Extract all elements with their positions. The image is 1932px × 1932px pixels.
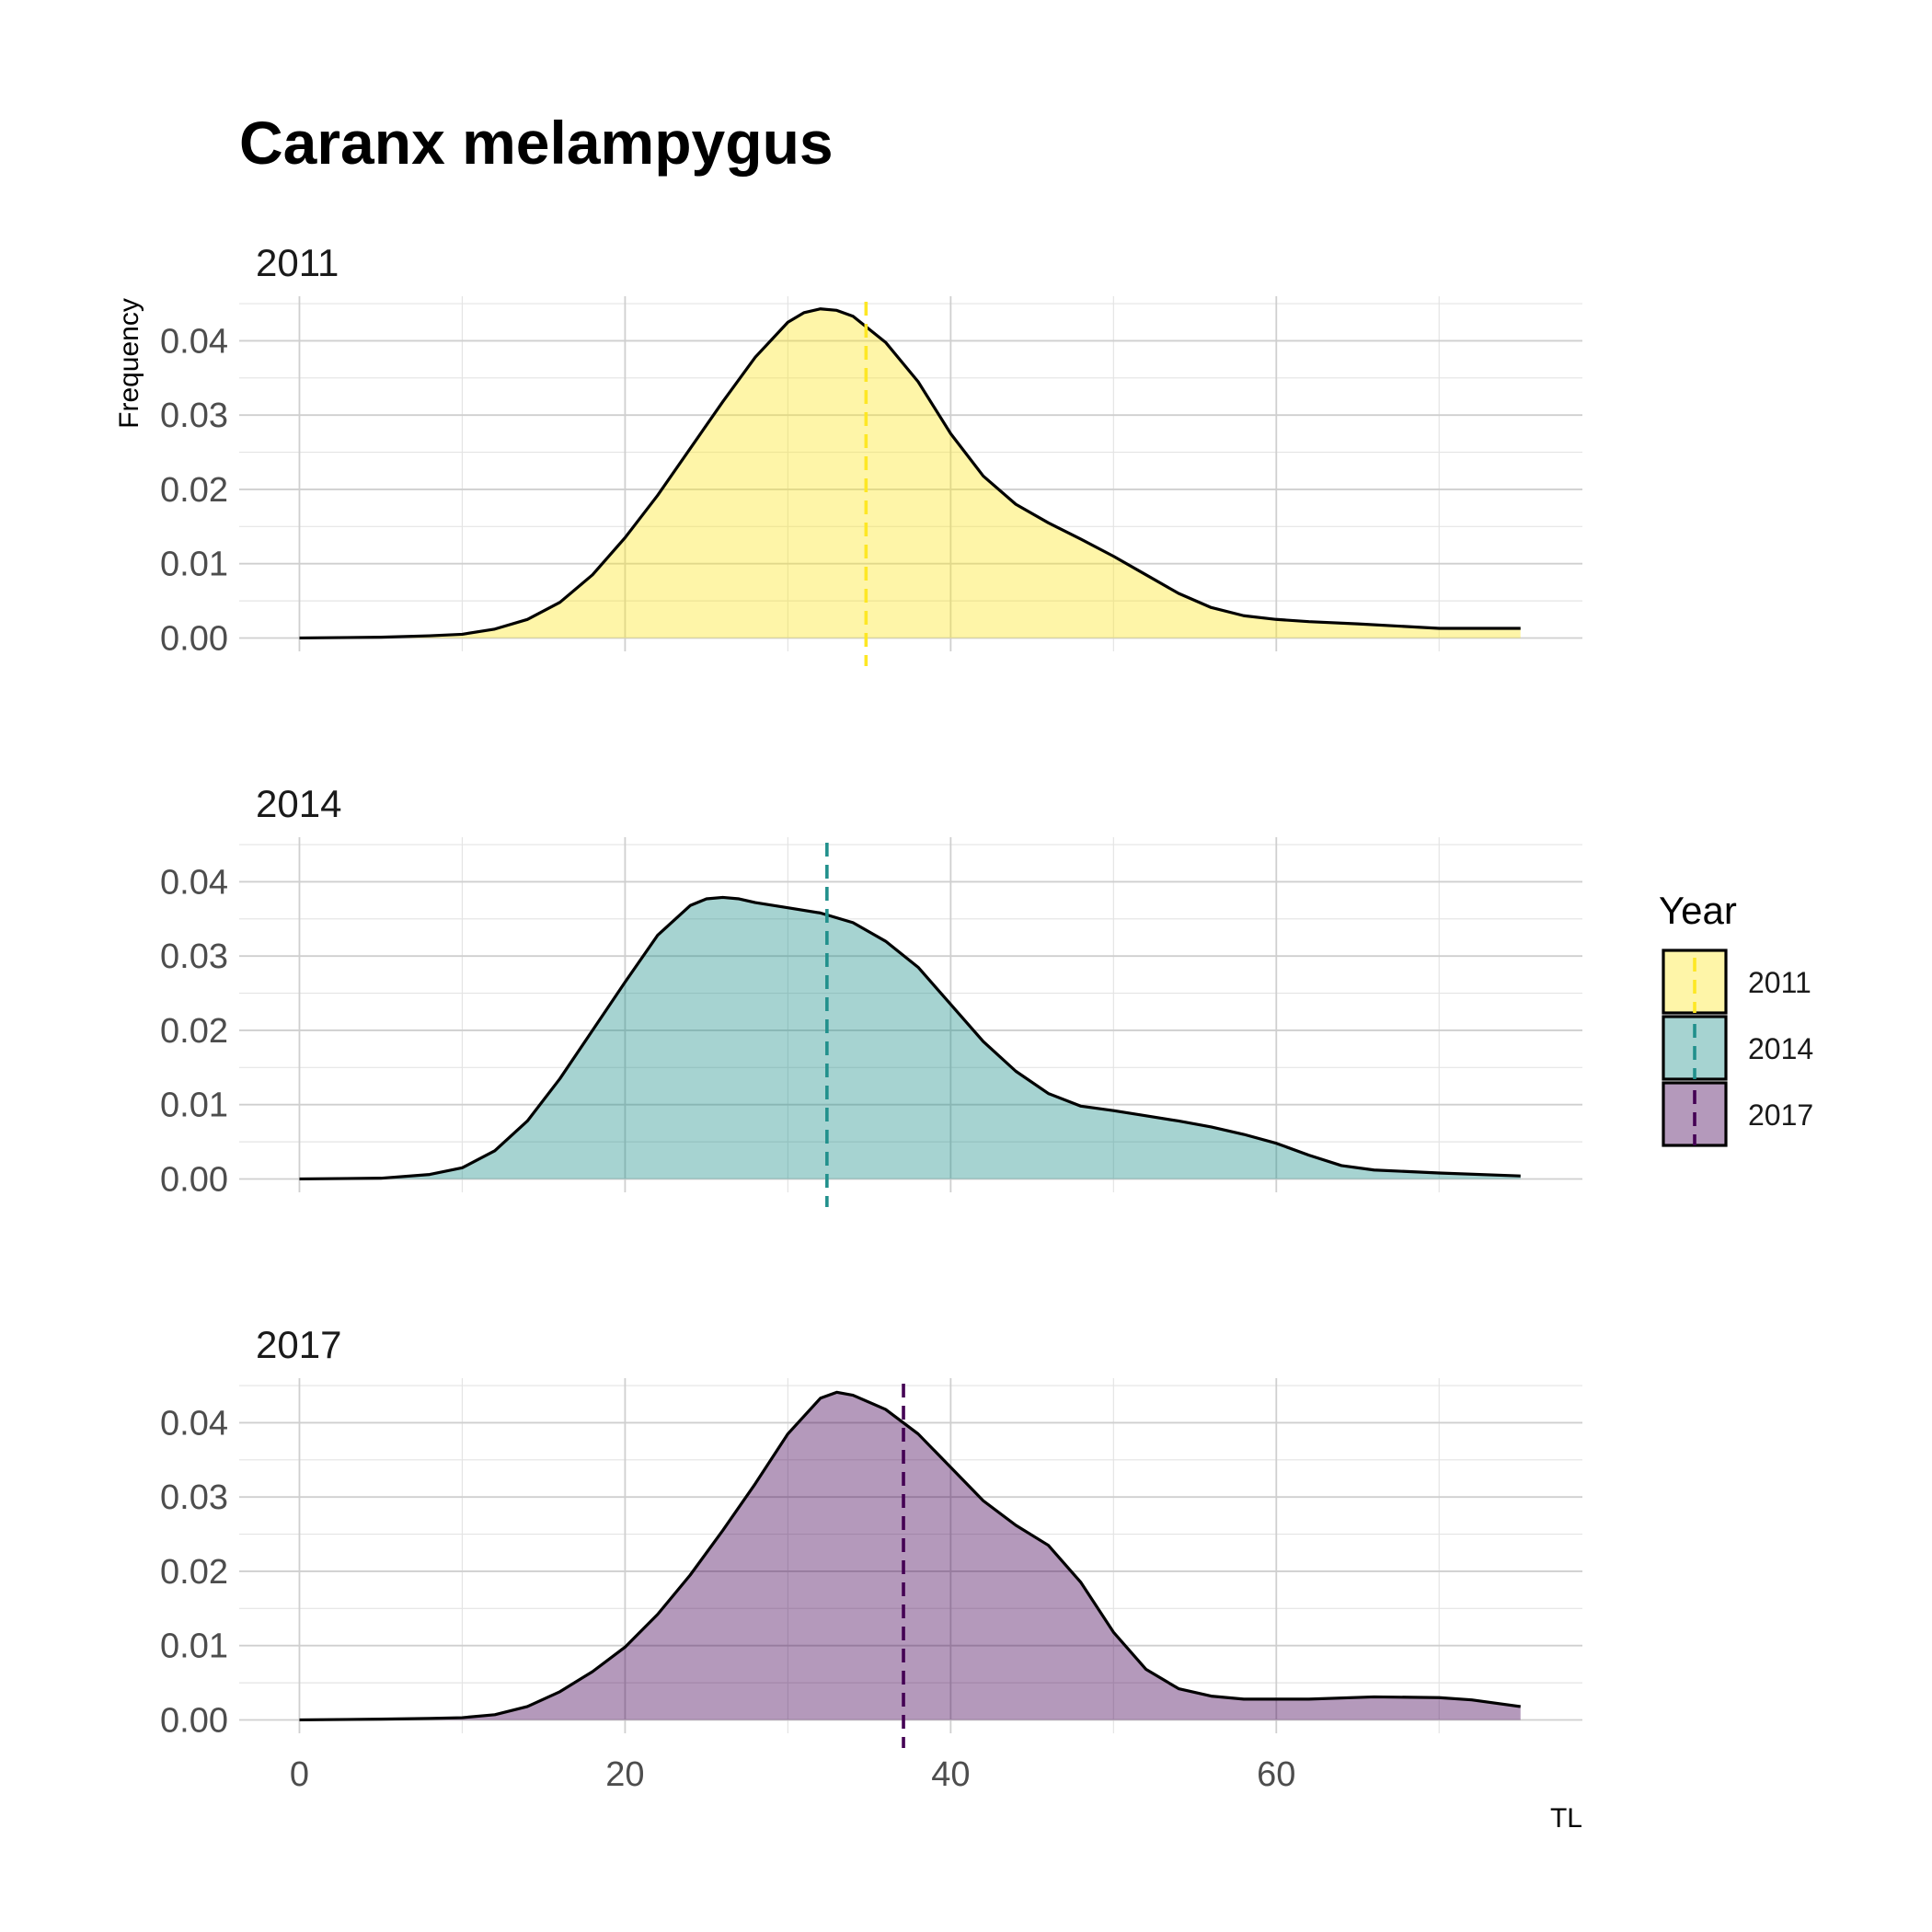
legend-title: Year — [1659, 889, 1737, 932]
panel-2014: 2014 0.00 0.01 0.02 0.03 0.04 — [160, 782, 1582, 1207]
y-tick-label: 0.02 — [160, 1012, 228, 1051]
panel-2011: 2011 0.00 0.01 0.02 0.03 0.04 — [160, 241, 1582, 666]
x-tick-label: 60 — [1257, 1755, 1295, 1794]
density-area-2014 — [299, 897, 1521, 1179]
y-tick-label: 0.04 — [160, 863, 228, 902]
panel-2017: 2017 0.00 0.01 0.02 0.03 0.04 — [160, 1323, 1582, 1748]
y-tick-label: 0.04 — [160, 322, 228, 361]
y-tick-label: 0.01 — [160, 1087, 228, 1125]
legend: Year 2011 2014 2017 — [1659, 889, 1813, 1147]
x-tick-label: 40 — [931, 1755, 970, 1794]
legend-label: 2014 — [1748, 1032, 1813, 1065]
x-tick-label: 0 — [290, 1755, 309, 1794]
density-line-2011 — [299, 307, 1521, 640]
x-axis-ticks: 0 20 40 60 — [290, 1755, 1296, 1794]
y-tick-label: 0.03 — [160, 937, 228, 976]
y-axis-label: Frequency — [114, 298, 144, 429]
y-tick-label: 0.01 — [160, 546, 228, 584]
facet-panels: 2011 0.00 0.01 0.02 0.03 0.04 2014 0.00 0.01 0.02… — [160, 241, 1582, 1748]
density-line-2017 — [299, 1390, 1521, 1722]
y-tick-label: 0.00 — [160, 1701, 228, 1740]
density-line-2014 — [299, 895, 1521, 1181]
y-tick-label: 0.04 — [160, 1404, 228, 1443]
y-tick-label: 0.01 — [160, 1627, 228, 1666]
chart-title: Caranx melampygus — [239, 109, 834, 177]
x-axis-label: TL — [1550, 1803, 1582, 1834]
legend-item-2017: 2017 — [1662, 1081, 1813, 1147]
y-tick-label: 0.02 — [160, 471, 228, 510]
panel-strip-label: 2011 — [256, 241, 339, 284]
density-area-2017 — [299, 1392, 1521, 1720]
x-tick-label: 20 — [605, 1755, 644, 1794]
y-tick-label: 0.02 — [160, 1553, 228, 1592]
y-tick-label: 0.03 — [160, 397, 228, 435]
density-area-2011 — [299, 308, 1521, 638]
y-tick-label: 0.03 — [160, 1478, 228, 1517]
legend-label: 2017 — [1748, 1098, 1813, 1132]
legend-item-2011: 2011 — [1662, 949, 1811, 1015]
y-tick-label: 0.00 — [160, 619, 228, 658]
legend-label: 2011 — [1748, 966, 1811, 999]
panel-strip-label: 2014 — [256, 782, 341, 825]
legend-item-2014: 2014 — [1662, 1015, 1813, 1081]
panel-strip-label: 2017 — [256, 1323, 341, 1366]
y-tick-label: 0.00 — [160, 1160, 228, 1199]
